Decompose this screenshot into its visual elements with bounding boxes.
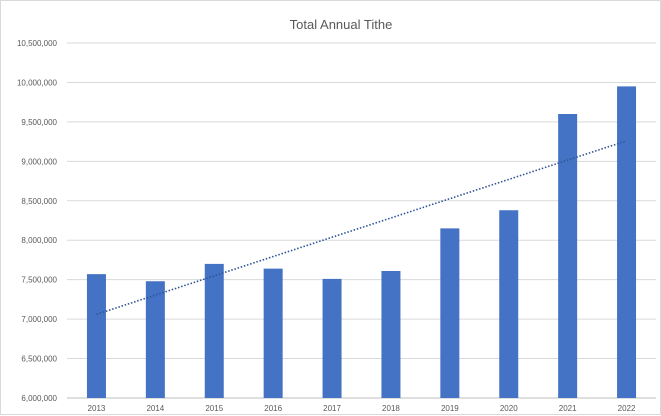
bar [499,210,519,398]
bar [86,274,106,398]
x-tick-label: 2017 [323,404,341,413]
x-tick-label: 2016 [264,404,282,413]
bar [381,270,401,398]
x-tick-label: 2015 [205,404,223,413]
y-tick-label: 9,500,000 [21,118,57,127]
y-tick-label: 6,000,000 [21,394,57,403]
chart-title: Total Annual Tithe [290,17,393,32]
x-tick-label: 2013 [88,404,106,413]
y-tick-label: 8,500,000 [21,197,57,206]
y-tick-label: 7,500,000 [21,276,57,285]
y-tick-label: 9,000,000 [21,157,57,166]
trendline [96,140,627,316]
x-tick-label: 2022 [618,404,636,413]
bar [440,228,460,398]
trendline-layer [96,140,627,316]
bar [263,268,283,398]
bar [558,114,578,398]
x-tick-label: 2020 [500,404,518,413]
bar [204,263,224,398]
y-tick-label: 7,000,000 [21,315,57,324]
y-axis-tick-labels: 6,000,000 6,500,000 7,000,000 7,500,000 8,00… [17,39,58,403]
y-tick-label: 10,000,000 [17,78,58,87]
y-tick-label: 6,500,000 [21,355,57,364]
bar-series [86,86,637,398]
y-tick-label: 8,000,000 [21,236,57,245]
x-tick-label: 2019 [441,404,459,413]
x-tick-label: 2018 [382,404,400,413]
bar [322,278,342,398]
x-axis-tick-labels: 2013 2014 2015 2016 2017 2018 2019 2020 2021 2022 [88,404,636,413]
x-tick-label: 2021 [559,404,577,413]
x-tick-label: 2014 [146,404,164,413]
y-tick-label: 10,500,000 [17,39,58,48]
bar [617,86,637,398]
bar [145,281,165,398]
gridlines [67,42,656,399]
